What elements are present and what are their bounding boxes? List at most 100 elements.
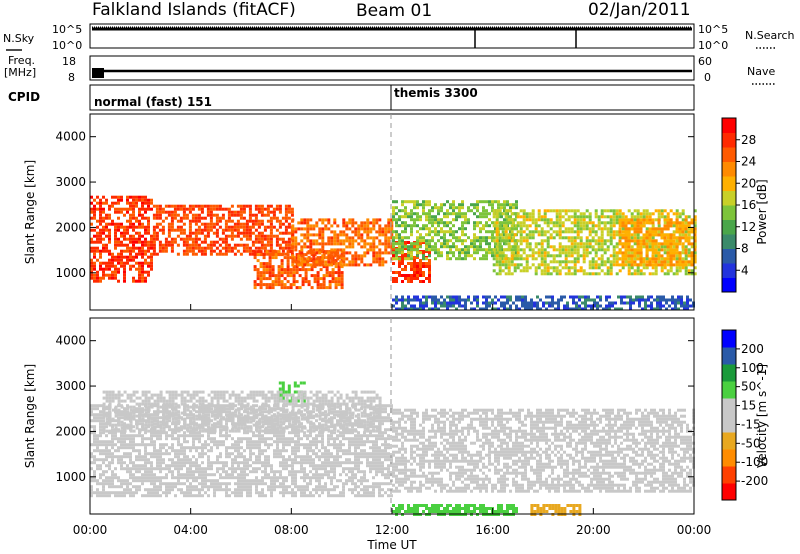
- data-cell: [141, 216, 144, 220]
- data-cell: [675, 257, 679, 261]
- data-cell: [357, 224, 361, 228]
- data-cell: [449, 233, 452, 237]
- data-cell: [675, 254, 679, 258]
- data-cell: [254, 204, 258, 208]
- data-cell: [300, 260, 304, 264]
- data-cell: [167, 228, 171, 232]
- data-cell: [248, 213, 252, 217]
- data-cell: [528, 233, 532, 237]
- data-cell: [315, 233, 319, 237]
- data-cell: [398, 239, 401, 243]
- data-cell: [333, 221, 337, 225]
- data-cell: [90, 228, 93, 232]
- data-cell: [120, 264, 123, 268]
- data-cell: [301, 268, 305, 272]
- data-cell: [573, 215, 577, 219]
- data-cell: [446, 304, 449, 308]
- data-cell: [201, 479, 204, 483]
- data-cell: [363, 242, 367, 246]
- data-cell: [531, 215, 535, 219]
- data-cell: [626, 295, 629, 299]
- data-cell: [479, 245, 482, 249]
- data-cell: [497, 307, 500, 311]
- data-cell: [687, 224, 691, 228]
- data-cell: [443, 239, 446, 243]
- data-cell: [269, 249, 273, 253]
- data-cell: [416, 295, 419, 299]
- data-cell: [555, 224, 559, 228]
- data-cell: [591, 272, 595, 276]
- data-cell: [90, 237, 93, 241]
- data-cell: [227, 216, 231, 220]
- data-cell: [600, 254, 604, 258]
- data-cell: [192, 494, 195, 498]
- data-cell: [203, 237, 207, 241]
- data-cell: [108, 228, 111, 232]
- data-cell: [455, 212, 458, 216]
- data-cell: [492, 224, 496, 228]
- data-cell: [280, 280, 284, 284]
- data-cell: [431, 224, 434, 228]
- data-cell: [497, 200, 500, 204]
- data-cell: [690, 251, 694, 255]
- data-cell: [126, 455, 129, 459]
- data-cell: [507, 260, 511, 264]
- data-cell: [254, 240, 258, 244]
- data-cell: [281, 231, 285, 235]
- data-cell: [552, 221, 556, 225]
- data-cell: [207, 473, 210, 477]
- data-cell: [636, 266, 640, 270]
- data-cell: [461, 230, 464, 234]
- data-cell: [485, 257, 488, 261]
- data-cell: [606, 227, 610, 231]
- data-cell: [434, 307, 437, 311]
- data-cell: [132, 440, 135, 444]
- data-cell: [561, 221, 565, 225]
- data-cell: [464, 301, 467, 305]
- data-cell: [570, 266, 574, 270]
- data-cell: [504, 227, 508, 231]
- data-cell: [600, 263, 604, 267]
- data-cell: [286, 271, 290, 275]
- data-cell: [416, 248, 419, 252]
- data-cell: [594, 233, 598, 237]
- data-cell: [281, 237, 285, 241]
- data-cell: [183, 452, 186, 456]
- data-cell: [537, 218, 541, 222]
- data-cell: [313, 280, 317, 284]
- data-cell: [395, 242, 398, 246]
- data-cell: [111, 204, 114, 208]
- data-cell: [551, 295, 554, 299]
- data-cell: [291, 260, 295, 264]
- data-cell: [482, 236, 485, 240]
- data-cell: [543, 212, 547, 216]
- data-cell: [354, 233, 358, 237]
- data-cell: [255, 410, 258, 414]
- data-cell: [215, 222, 219, 226]
- data-cell: [251, 252, 255, 256]
- data-cell: [287, 210, 291, 214]
- data-cell: [120, 210, 123, 214]
- data-cell: [684, 266, 688, 270]
- data-cell: [182, 210, 186, 214]
- colorbar-segment: [722, 248, 736, 264]
- data-cell: [132, 234, 135, 238]
- data-cell: [354, 230, 358, 234]
- data-cell: [671, 301, 674, 305]
- data-cell: [219, 434, 222, 438]
- data-cell: [239, 231, 243, 235]
- data-cell: [375, 218, 379, 222]
- data-cell: [150, 258, 153, 262]
- data-cell: [410, 224, 413, 228]
- data-cell: [422, 206, 425, 210]
- data-cell: [123, 237, 126, 241]
- data-cell: [419, 265, 422, 268]
- data-cell: [503, 257, 506, 261]
- data-cell: [252, 431, 255, 435]
- data-cell: [114, 228, 117, 232]
- data-cell: [280, 253, 284, 257]
- data-cell: [165, 482, 168, 486]
- data-cell: [274, 283, 278, 287]
- data-cell: [588, 230, 592, 234]
- data-cell: [318, 248, 322, 252]
